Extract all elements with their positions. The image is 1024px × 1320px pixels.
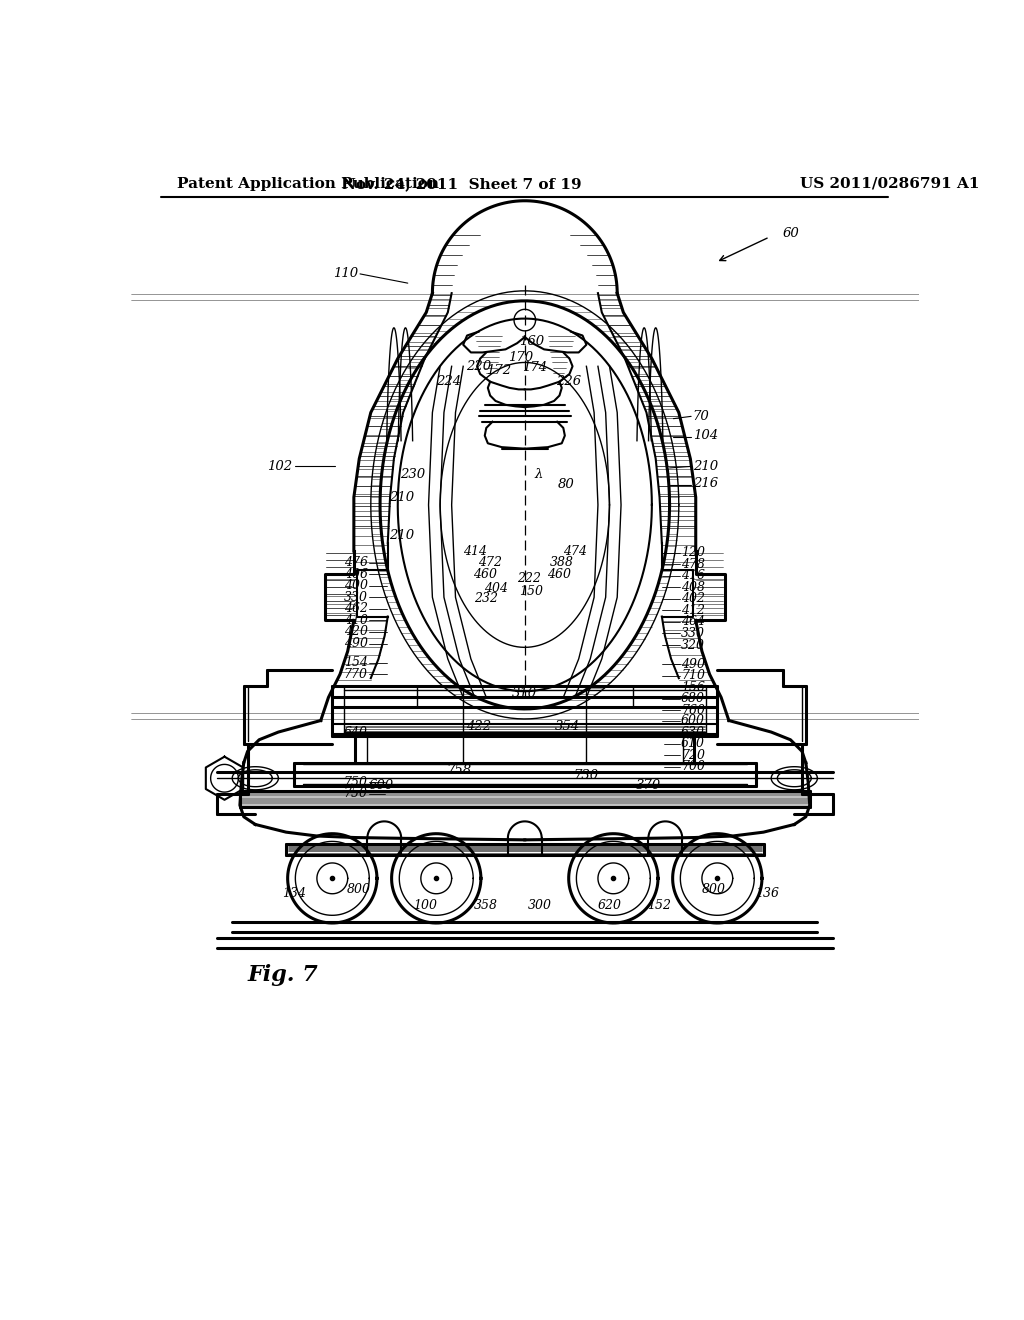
Text: 720: 720 (681, 748, 706, 762)
Text: 406: 406 (344, 568, 368, 581)
Text: 156: 156 (681, 681, 706, 694)
Text: 358: 358 (474, 899, 499, 912)
Text: 388: 388 (550, 556, 573, 569)
Text: 210: 210 (692, 459, 718, 473)
Text: 770: 770 (344, 668, 368, 681)
Text: 120: 120 (681, 546, 706, 560)
Text: 400: 400 (344, 579, 368, 593)
Text: 210: 210 (389, 491, 414, 504)
Text: 330: 330 (681, 627, 706, 640)
Text: 330: 330 (344, 591, 368, 603)
Text: 630: 630 (681, 726, 706, 739)
Text: 478: 478 (681, 557, 706, 570)
Text: US 2011/0286791 A1: US 2011/0286791 A1 (801, 177, 980, 191)
Text: 710: 710 (681, 669, 706, 682)
Text: 402: 402 (681, 593, 706, 606)
Text: 210: 210 (389, 529, 414, 543)
Text: 416: 416 (681, 569, 706, 582)
Text: 354: 354 (555, 721, 580, 733)
Text: 60: 60 (782, 227, 800, 240)
Text: 80: 80 (558, 478, 574, 491)
Text: 370: 370 (636, 779, 660, 792)
Text: Nov. 24, 2011  Sheet 7 of 19: Nov. 24, 2011 Sheet 7 of 19 (342, 177, 582, 191)
Text: 422: 422 (466, 721, 492, 733)
Text: 730: 730 (573, 770, 599, 783)
Text: 414: 414 (463, 545, 486, 557)
Text: 174: 174 (521, 362, 547, 375)
Text: 104: 104 (692, 429, 718, 442)
Text: 220: 220 (466, 360, 490, 372)
Text: 680: 680 (681, 693, 706, 705)
Text: 408: 408 (681, 581, 706, 594)
Text: 800: 800 (347, 883, 372, 896)
Text: 152: 152 (647, 899, 672, 912)
Text: 610: 610 (681, 737, 706, 750)
Text: 600: 600 (681, 714, 706, 727)
Text: 460: 460 (548, 568, 571, 581)
Text: 100: 100 (413, 899, 436, 912)
Text: 412: 412 (681, 603, 706, 616)
Text: 404: 404 (483, 582, 508, 594)
Text: 474: 474 (563, 545, 587, 557)
Text: 150: 150 (519, 585, 543, 598)
Text: 134: 134 (282, 887, 306, 900)
Text: 230: 230 (399, 467, 425, 480)
Text: 222: 222 (517, 572, 541, 585)
Text: 154: 154 (344, 656, 368, 669)
Text: 410: 410 (344, 614, 368, 627)
Text: 70: 70 (692, 409, 710, 422)
Text: 136: 136 (756, 887, 779, 900)
Text: 420: 420 (344, 626, 368, 639)
Text: 700: 700 (681, 760, 706, 774)
Text: 472: 472 (478, 556, 502, 569)
Text: 232: 232 (474, 593, 499, 606)
Text: 800: 800 (701, 883, 725, 896)
Text: 600: 600 (369, 779, 394, 792)
Text: 620: 620 (597, 899, 622, 912)
Text: λ: λ (535, 467, 543, 480)
Text: 300: 300 (528, 899, 552, 912)
Text: Patent Application Publication: Patent Application Publication (177, 177, 438, 191)
Text: 640: 640 (344, 726, 368, 739)
Text: 464: 464 (681, 615, 706, 628)
Text: 102: 102 (267, 459, 292, 473)
Text: 172: 172 (486, 363, 511, 376)
Text: 460: 460 (473, 568, 497, 581)
Text: 490: 490 (344, 638, 368, 649)
Text: 224: 224 (436, 375, 462, 388)
Text: 320: 320 (681, 639, 706, 652)
Text: 750: 750 (344, 776, 368, 788)
Text: 110: 110 (334, 268, 358, 280)
Text: 462: 462 (344, 602, 368, 615)
Text: 760: 760 (681, 704, 706, 717)
Text: 310: 310 (512, 686, 538, 700)
Text: 226: 226 (556, 375, 581, 388)
Text: 758: 758 (446, 764, 472, 777)
Text: 160: 160 (518, 335, 544, 348)
Text: 490: 490 (681, 657, 706, 671)
Text: 750: 750 (344, 787, 368, 800)
Text: 170: 170 (508, 351, 532, 363)
Text: 216: 216 (692, 477, 718, 490)
Text: 476: 476 (344, 556, 368, 569)
Text: Fig. 7: Fig. 7 (248, 964, 318, 986)
